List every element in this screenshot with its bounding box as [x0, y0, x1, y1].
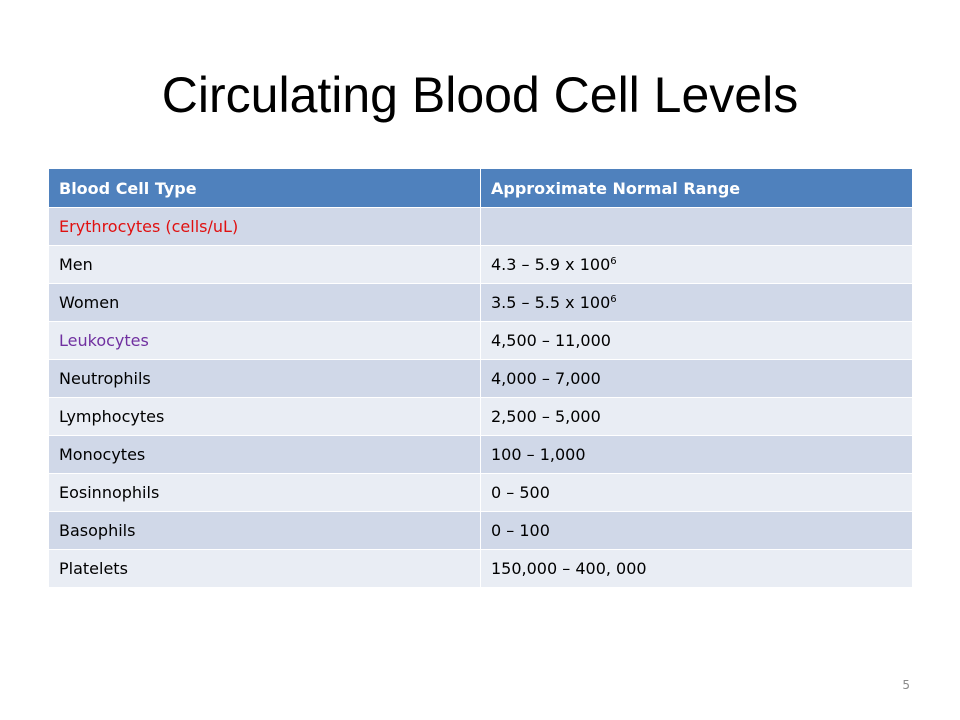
cell-type-monocytes: Monocytes	[48, 435, 481, 474]
table-row: Erythrocytes (cells/uL)	[48, 207, 913, 246]
page-number: 5	[902, 678, 910, 692]
table-row: Neutrophils 4,000 – 7,000	[48, 359, 913, 398]
cell-range-basophils: 0 – 100	[480, 511, 913, 550]
cell-type-leukocytes: Leukocytes	[48, 321, 481, 360]
cell-type-neutrophils: Neutrophils	[48, 359, 481, 398]
range-exponent: 6	[610, 256, 617, 267]
range-exponent: 6	[610, 294, 617, 305]
cell-type-erythrocytes: Erythrocytes (cells/uL)	[48, 207, 481, 246]
table-row: Lymphocytes 2,500 – 5,000	[48, 397, 913, 436]
table-row: Women 3.5 – 5.5 x 1006	[48, 283, 913, 322]
cell-range-lymphocytes: 2,500 – 5,000	[480, 397, 913, 436]
table-row: Basophils 0 – 100	[48, 511, 913, 550]
cell-range-eosinophils: 0 – 500	[480, 473, 913, 512]
table-row: Eosinnophils 0 – 500	[48, 473, 913, 512]
range-value: 4.3 – 5.9 x 100	[491, 255, 611, 274]
cell-type-women: Women	[48, 283, 481, 322]
column-header-cell-type: Blood Cell Type	[48, 168, 481, 208]
slide-title: Circulating Blood Cell Levels	[161, 67, 799, 123]
cell-range-platelets: 150,000 – 400, 000	[480, 549, 913, 588]
table-row: Monocytes 100 – 1,000	[48, 435, 913, 474]
column-header-normal-range: Approximate Normal Range	[480, 168, 913, 208]
cell-range-men: 4.3 – 5.9 x 1006	[480, 245, 913, 284]
cell-range-leukocytes: 4,500 – 11,000	[480, 321, 913, 360]
table-row: Platelets 150,000 – 400, 000	[48, 549, 913, 588]
cell-range-women: 3.5 – 5.5 x 1006	[480, 283, 913, 322]
cell-type-lymphocytes: Lymphocytes	[48, 397, 481, 436]
cell-type-platelets: Platelets	[48, 549, 481, 588]
cell-type-basophils: Basophils	[48, 511, 481, 550]
table-row: Men 4.3 – 5.9 x 1006	[48, 245, 913, 284]
cell-type-eosinophils: Eosinnophils	[48, 473, 481, 512]
cell-range-neutrophils: 4,000 – 7,000	[480, 359, 913, 398]
blood-cell-table: Blood Cell Type Approximate Normal Range…	[48, 168, 913, 588]
cell-range-monocytes: 100 – 1,000	[480, 435, 913, 474]
table-header-row: Blood Cell Type Approximate Normal Range	[48, 168, 913, 208]
range-value: 3.5 – 5.5 x 100	[491, 293, 611, 312]
cell-range-erythrocytes	[480, 207, 913, 246]
cell-type-men: Men	[48, 245, 481, 284]
table-row: Leukocytes 4,500 – 11,000	[48, 321, 913, 360]
